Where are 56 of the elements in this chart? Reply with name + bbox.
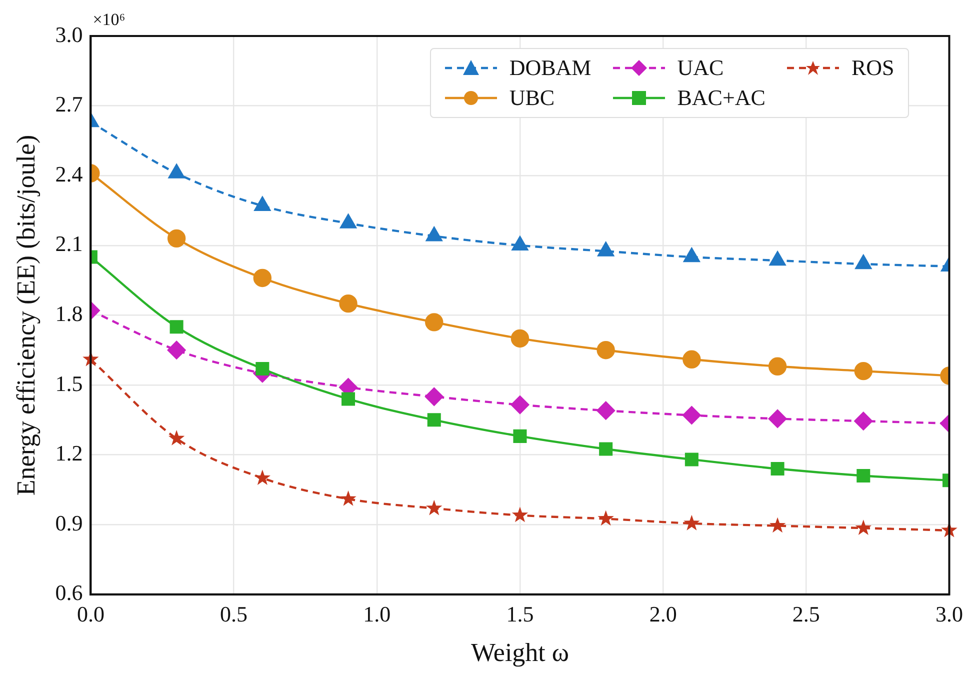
point xyxy=(427,413,441,427)
point xyxy=(596,341,615,360)
point xyxy=(684,452,698,466)
y-tick-label: 3.0 xyxy=(55,22,83,47)
y-tick-label: 0.9 xyxy=(55,510,83,536)
y-axis-title: Energy efficiency (EE) (bits/joule) xyxy=(11,134,40,496)
point xyxy=(167,341,186,360)
y-tick-label: 1.8 xyxy=(55,300,83,326)
legend-label: ROS xyxy=(851,55,894,81)
point xyxy=(167,229,186,248)
point xyxy=(513,429,527,443)
point xyxy=(768,357,787,376)
legend-label: BAC+AC xyxy=(677,85,766,111)
x-tick-label: 0.5 xyxy=(220,601,248,626)
point xyxy=(510,396,530,414)
legend-label: UAC xyxy=(677,55,724,81)
point xyxy=(684,514,700,530)
x-tick-label: 1.0 xyxy=(363,601,391,626)
legend-label: UBC xyxy=(509,85,555,111)
y-tick-label: 1.5 xyxy=(55,370,83,396)
point xyxy=(512,506,528,522)
x-tick-label: 2.0 xyxy=(649,601,677,626)
point xyxy=(510,329,530,348)
y-tick-label: 2.1 xyxy=(55,231,83,256)
text: ×10⁶ xyxy=(92,10,126,30)
point xyxy=(342,392,356,406)
point xyxy=(339,294,358,313)
point xyxy=(425,388,444,406)
point xyxy=(682,350,701,369)
point xyxy=(426,500,442,516)
point xyxy=(254,470,270,485)
y-tick-label: 2.4 xyxy=(55,161,83,186)
x-tick-label: 2.5 xyxy=(792,601,820,626)
point xyxy=(425,313,444,332)
point xyxy=(340,490,356,506)
point xyxy=(854,412,872,430)
x-tick-label: 3.0 xyxy=(936,601,963,626)
point xyxy=(599,442,613,456)
y-tick-label: 2.7 xyxy=(55,92,83,117)
y-tick-label: 1.2 xyxy=(55,440,83,466)
point xyxy=(170,320,184,334)
point xyxy=(856,468,870,482)
point xyxy=(256,362,270,376)
x-tick-label: 1.5 xyxy=(506,601,534,626)
point xyxy=(682,406,701,424)
point xyxy=(854,362,872,380)
point xyxy=(598,510,614,526)
x-axis-title: Weight ω xyxy=(470,638,570,668)
point xyxy=(768,410,787,428)
point xyxy=(770,462,784,476)
point xyxy=(855,520,872,535)
legend-label: DOBAM xyxy=(509,55,592,81)
point xyxy=(596,401,615,420)
point xyxy=(253,268,272,288)
point xyxy=(769,517,786,533)
point xyxy=(168,430,185,446)
